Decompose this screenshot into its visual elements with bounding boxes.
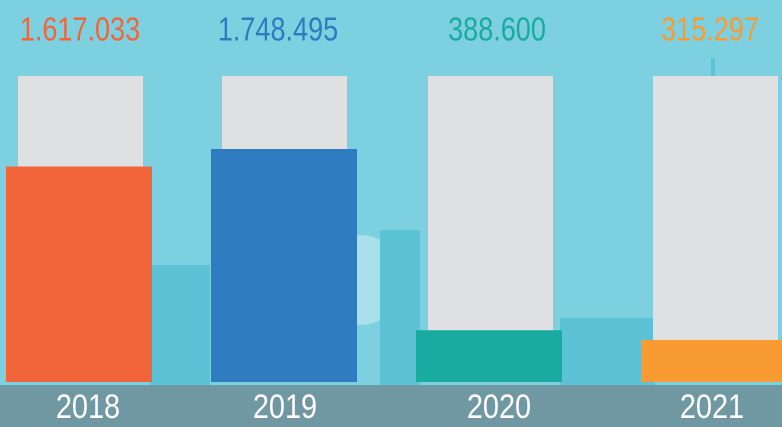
value-label: 315.297	[661, 12, 759, 48]
bar	[211, 149, 357, 382]
x-tick-label: 2019	[253, 387, 317, 426]
bar	[6, 166, 152, 382]
value-label: 388.600	[448, 12, 546, 48]
x-tick-label: 2020	[467, 387, 531, 426]
x-tick-label: 2018	[56, 387, 120, 426]
city-skyline	[150, 58, 715, 385]
ground-strip	[0, 385, 782, 427]
value-label: 1.617.033	[20, 12, 140, 48]
bar	[416, 330, 562, 382]
x-tick-label: 2021	[680, 387, 744, 426]
plot-area: 1.617.033 2018 1.748.495 2019 388.600 2020 315…	[6, 12, 782, 426]
bar	[641, 339, 782, 382]
value-label: 1.748.495	[218, 12, 338, 48]
bar-background	[653, 76, 778, 382]
